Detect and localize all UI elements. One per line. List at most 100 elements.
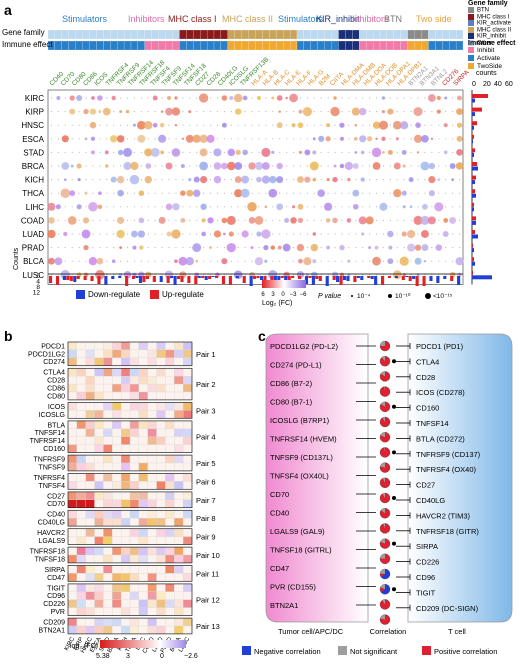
fc-cell — [67, 573, 78, 582]
expression-bubble — [193, 189, 201, 197]
immune-effect-cell — [345, 40, 353, 51]
fc-cell — [67, 368, 78, 377]
expression-bubble — [261, 147, 271, 157]
fc-cell — [103, 518, 113, 527]
expression-bubble — [344, 161, 353, 171]
fc-cell — [94, 528, 104, 537]
bottom-count-bar — [315, 276, 319, 279]
fc-cell — [85, 536, 95, 545]
expression-bubble — [256, 95, 262, 101]
grid-dot — [251, 97, 253, 99]
grid-dot — [313, 97, 315, 99]
pair-box — [67, 565, 193, 582]
expression-bubble — [96, 257, 104, 265]
fc-cell — [120, 391, 131, 401]
cancer-label: KIRP — [25, 108, 44, 117]
grid-dot — [348, 124, 350, 126]
grid-dot — [279, 138, 281, 140]
immune-effect-cell — [206, 40, 215, 51]
expression-bubble — [309, 161, 319, 171]
grid-dot — [306, 124, 308, 126]
expression-bubble — [276, 203, 284, 211]
grid-dot — [396, 233, 398, 235]
cancer-label: KICH — [25, 176, 44, 185]
fc-cell — [165, 349, 175, 358]
grid-dot — [403, 179, 405, 181]
bottom-count-bar — [387, 276, 392, 278]
pair-label: Pair 5 — [196, 459, 216, 468]
fc-cell — [156, 573, 166, 582]
fc-cell — [129, 554, 140, 564]
gene-family-cell — [206, 29, 215, 40]
bottom-count-bar — [66, 276, 70, 280]
count-bar-up — [472, 257, 474, 262]
pair-gene-label: PVR — [51, 609, 65, 616]
fc-cell — [147, 383, 157, 393]
count-bar-down — [472, 112, 475, 117]
grid-dot — [203, 260, 205, 262]
fc-cell — [85, 436, 95, 445]
grid-dot — [458, 192, 461, 194]
receptor-label: ICOS (CD278) — [416, 388, 465, 397]
grid-dot — [445, 247, 447, 249]
expression-bubble — [455, 162, 464, 170]
grid-dot — [334, 151, 336, 153]
correlation-legend-swatch — [422, 646, 431, 655]
correlation-pie-ns — [380, 569, 385, 574]
expression-bubble — [381, 96, 386, 100]
bottom-count-bar — [308, 276, 312, 278]
expression-bubble — [247, 202, 257, 212]
fc-cell — [138, 376, 148, 385]
expression-bubble — [256, 231, 262, 237]
fc-cell — [147, 349, 157, 358]
grid-dot — [223, 192, 225, 194]
fc-cell — [112, 357, 122, 366]
fc-cell — [67, 518, 78, 527]
panel-b-fc-tick: 5.38 — [96, 653, 110, 660]
immune-effect-cell — [283, 40, 291, 51]
grid-dot — [362, 192, 364, 194]
grid-dot — [286, 192, 288, 194]
grid-dot — [154, 260, 156, 262]
family-header: Stimulators — [278, 14, 324, 24]
fc-cell — [103, 481, 113, 490]
fc-cell — [103, 357, 113, 366]
pair-gene-label: CD86 — [47, 386, 65, 393]
counts-tick: 60 — [505, 81, 513, 88]
expression-bubble — [298, 150, 303, 154]
grid-dot — [334, 260, 336, 262]
fc-cell — [120, 349, 131, 358]
grid-dot — [279, 274, 281, 276]
correlation-pie-ns — [384, 386, 385, 392]
fc-cell — [112, 376, 122, 385]
grid-dot — [223, 247, 225, 249]
grid-dot — [209, 206, 212, 208]
bottom-count-bar — [104, 276, 108, 285]
expression-bubble — [261, 175, 270, 184]
grid-dot — [230, 274, 232, 276]
expression-bubble — [375, 137, 378, 141]
expression-bubble — [413, 215, 423, 225]
gene-family-cell — [117, 29, 125, 40]
cancer-label: PRAD — [22, 244, 44, 253]
count-bar-down — [472, 152, 474, 157]
grid-dot — [133, 260, 136, 262]
grid-dot — [306, 165, 308, 167]
expression-bubble — [423, 259, 427, 263]
fc-cell — [103, 591, 113, 600]
fc-cell — [174, 599, 184, 608]
fc-cell — [85, 481, 95, 490]
grid-dot — [362, 274, 364, 276]
expression-bubble — [242, 95, 248, 101]
expression-bubble — [165, 162, 173, 170]
fc-cell — [94, 383, 104, 393]
fc-cell — [120, 481, 131, 490]
fc-cell — [120, 510, 131, 519]
expression-bubble — [193, 176, 200, 183]
fc-cell — [76, 410, 86, 419]
fc-cell — [85, 599, 95, 608]
fc-cell — [156, 536, 166, 545]
fc-cell — [165, 536, 175, 545]
grid-dot — [133, 219, 136, 221]
fc-cell — [174, 625, 184, 635]
